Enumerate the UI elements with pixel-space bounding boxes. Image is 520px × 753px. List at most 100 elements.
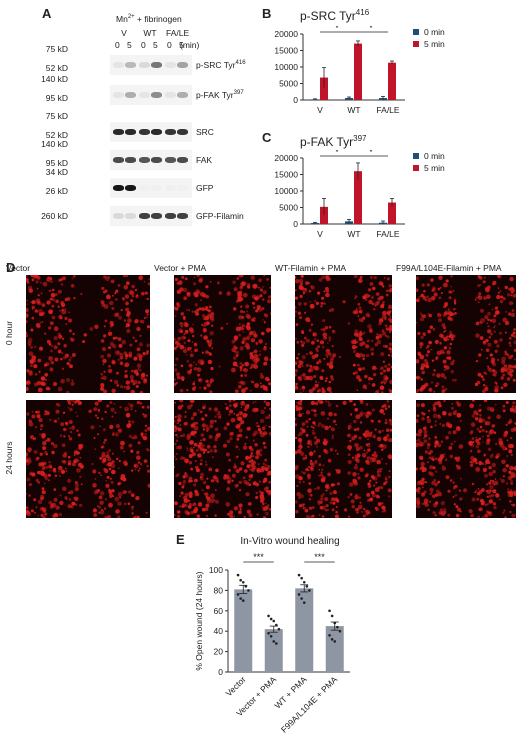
- cell-spot: [325, 289, 330, 293]
- cell-spot: [139, 463, 143, 466]
- cell-spot: [442, 411, 447, 416]
- cell-spot: [54, 293, 58, 296]
- cell-spot: [207, 309, 211, 313]
- cell-spot: [295, 436, 298, 440]
- cell-spot: [437, 491, 442, 497]
- cell-spot: [134, 319, 139, 324]
- cell-spot: [178, 481, 182, 486]
- cell-spot: [209, 280, 212, 283]
- cell-spot: [475, 436, 478, 439]
- cell-spot: [514, 364, 516, 369]
- cell-spot: [376, 339, 382, 345]
- cell-spot: [265, 432, 268, 435]
- cell-spot: [383, 403, 387, 408]
- cell-spot: [387, 439, 390, 442]
- cell-spot: [324, 425, 329, 431]
- cell-spot: [39, 346, 43, 351]
- cell-spot: [475, 418, 479, 421]
- cell-spot: [347, 459, 352, 465]
- cell-spot: [416, 391, 418, 393]
- cell-spot: [375, 481, 378, 484]
- cell-spot: [80, 483, 83, 486]
- cell-spot: [349, 482, 354, 487]
- cell-spot: [174, 425, 177, 428]
- cell-spot: [201, 351, 204, 354]
- cell-spot: [358, 367, 362, 372]
- cell-spot: [490, 353, 493, 357]
- column-label: Vector: [6, 263, 31, 273]
- cell-spot: [53, 488, 57, 491]
- cell-spot: [37, 514, 40, 517]
- cell-spot: [138, 357, 143, 361]
- cell-spot: [349, 423, 352, 425]
- cell-spot: [319, 340, 325, 345]
- cell-spot: [324, 379, 328, 383]
- x-tick-label: WT: [347, 229, 360, 239]
- cell-spot: [445, 475, 450, 480]
- cell-spot: [101, 417, 104, 421]
- cell-spot: [452, 410, 457, 416]
- cell-spot: [57, 349, 62, 354]
- cell-spot: [417, 428, 423, 434]
- cell-spot: [103, 389, 108, 393]
- cell-spot: [489, 429, 494, 434]
- cell-spot: [382, 360, 386, 363]
- cell-spot: [311, 340, 315, 345]
- cell-spot: [74, 481, 78, 484]
- cell-spot: [190, 511, 194, 515]
- cell-spot: [347, 496, 350, 499]
- blot-row: [110, 178, 192, 198]
- cell-spot: [327, 458, 332, 463]
- cell-spot: [359, 445, 363, 450]
- cell-spot: [128, 402, 130, 405]
- cell-spot: [200, 459, 203, 462]
- cell-spot: [300, 275, 304, 278]
- cell-spot: [452, 495, 455, 498]
- cell-spot: [174, 401, 177, 404]
- cell-spot: [68, 419, 73, 425]
- cell-spot: [37, 481, 41, 484]
- blot-row: [110, 122, 192, 142]
- cell-spot: [475, 444, 480, 449]
- cell-spot: [114, 496, 120, 502]
- cell-spot: [428, 471, 432, 475]
- cell-spot: [128, 289, 134, 295]
- cell-spot: [252, 283, 257, 289]
- cell-spot: [70, 400, 75, 403]
- blot-band: [125, 92, 136, 98]
- cell-spot: [329, 491, 333, 495]
- cell-spot: [36, 456, 40, 460]
- cell-spot: [26, 461, 30, 466]
- cell-spot: [388, 470, 391, 473]
- cell-spot: [322, 464, 325, 467]
- cell-spot: [422, 492, 425, 495]
- cell-spot: [493, 431, 497, 434]
- cell-spot: [31, 355, 37, 361]
- cell-spot: [48, 289, 51, 292]
- cell-spot: [507, 364, 510, 367]
- cell-spot: [425, 353, 429, 357]
- cell-spot: [200, 299, 202, 301]
- cell-spot: [493, 505, 497, 510]
- cell-spot: [209, 305, 212, 309]
- cell-spot: [476, 412, 479, 416]
- cell-spot: [505, 323, 508, 325]
- mw-marker: 52 kD: [45, 63, 68, 73]
- cell-spot: [201, 444, 205, 448]
- cell-spot: [261, 426, 266, 430]
- y-tick-label: 15000: [274, 170, 298, 180]
- cell-spot: [384, 316, 387, 319]
- cell-spot: [474, 382, 479, 387]
- cell-spot: [420, 457, 424, 461]
- cell-spot: [174, 455, 176, 458]
- cell-spot: [424, 481, 428, 484]
- cell-spot: [443, 326, 446, 330]
- cell-spot: [31, 414, 36, 419]
- cell-spot: [506, 455, 509, 457]
- cell-spot: [308, 389, 314, 393]
- cell-spot: [65, 470, 68, 472]
- cell-spot: [320, 328, 323, 331]
- y-tick-label: 60: [214, 606, 224, 616]
- cell-spot: [200, 439, 202, 442]
- cell-spot: [417, 487, 421, 491]
